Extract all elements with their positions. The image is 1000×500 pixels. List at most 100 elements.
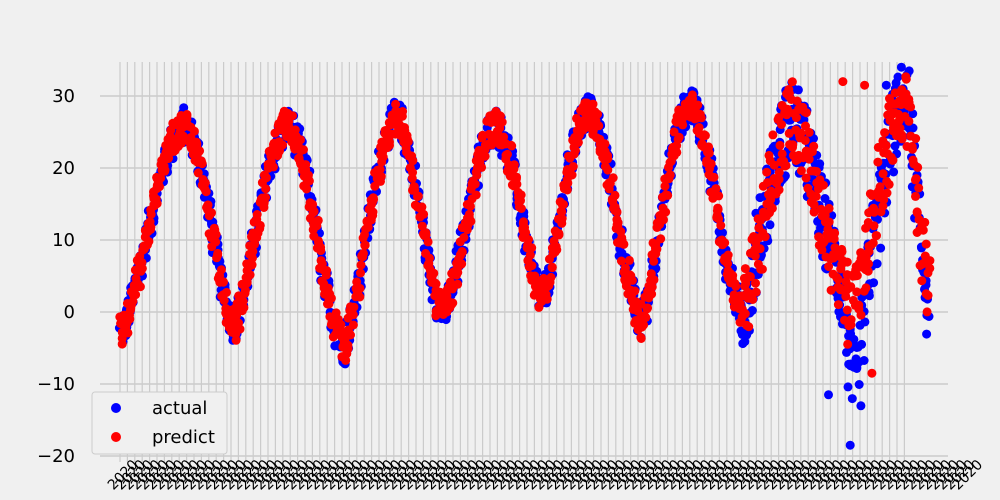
data-point-predict	[800, 136, 810, 145]
data-point-predict	[200, 178, 210, 188]
data-point-predict	[144, 237, 154, 246]
data-point-predict	[313, 215, 323, 225]
data-point-predict	[465, 201, 475, 211]
data-point-predict	[288, 111, 297, 121]
data-point-predict	[423, 237, 433, 247]
data-point-predict	[920, 217, 930, 227]
data-point-predict	[239, 303, 249, 313]
data-point-predict	[830, 228, 840, 238]
data-point-predict	[792, 96, 802, 106]
legend-marker-actual	[111, 403, 121, 413]
data-point-predict	[348, 320, 358, 330]
data-point-actual	[889, 167, 899, 177]
data-point-predict	[777, 149, 787, 159]
data-point-actual	[859, 356, 869, 365]
data-point-predict	[464, 209, 474, 219]
data-point-predict	[527, 261, 537, 271]
data-point-predict	[817, 245, 827, 255]
data-point-predict	[321, 270, 331, 280]
data-point-predict	[156, 173, 166, 183]
data-point-predict	[873, 157, 883, 167]
data-point-predict	[796, 128, 806, 138]
data-point-predict	[812, 167, 822, 176]
data-point-predict	[471, 190, 481, 200]
data-point-predict	[881, 140, 891, 150]
data-point-predict	[923, 290, 933, 300]
data-point-predict	[911, 174, 921, 184]
data-point-actual	[896, 62, 906, 72]
data-point-predict	[762, 167, 772, 177]
data-point-predict	[344, 328, 354, 338]
data-point-predict	[714, 191, 724, 201]
series-predict	[115, 72, 935, 378]
data-point-predict	[882, 188, 892, 198]
data-point-predict	[408, 167, 418, 177]
data-point-predict	[355, 283, 365, 293]
data-point-predict	[421, 230, 431, 240]
y-gridlines	[100, 95, 948, 457]
data-point-predict	[152, 199, 162, 209]
data-point-predict	[470, 179, 480, 189]
data-point-predict	[659, 215, 668, 225]
data-point-predict	[261, 193, 270, 202]
data-point-predict	[240, 289, 250, 298]
data-point-predict	[509, 164, 519, 174]
data-point-predict	[709, 172, 719, 182]
data-point-actual	[816, 223, 825, 233]
data-point-predict	[630, 286, 640, 296]
data-point-actual	[854, 380, 864, 389]
data-point-predict	[608, 173, 618, 183]
data-point-predict	[554, 228, 564, 238]
data-point-predict	[791, 113, 801, 123]
data-point-predict	[867, 368, 877, 378]
data-point-predict	[146, 222, 156, 232]
data-point-predict	[782, 110, 792, 120]
data-point-predict	[211, 237, 221, 247]
data-point-predict	[616, 256, 626, 266]
data-point-predict	[922, 307, 932, 317]
data-point-predict	[636, 299, 646, 309]
data-point-predict	[570, 145, 580, 155]
data-point-predict	[921, 239, 931, 249]
y-tick-label: −10	[37, 374, 75, 395]
data-point-predict	[255, 220, 265, 230]
data-point-predict	[567, 170, 577, 180]
data-point-predict	[391, 99, 401, 109]
data-point-predict	[687, 90, 697, 100]
data-point-actual	[908, 109, 918, 119]
data-point-predict	[136, 266, 146, 276]
data-point-predict	[713, 205, 723, 215]
data-point-predict	[355, 292, 365, 302]
data-point-predict	[193, 168, 203, 178]
data-point-predict	[231, 335, 241, 345]
data-point-predict	[731, 281, 741, 291]
data-point-predict	[261, 184, 271, 194]
legend-marker-predict	[111, 432, 121, 442]
data-point-predict	[879, 195, 889, 205]
data-point-predict	[904, 116, 914, 126]
data-point-predict	[163, 154, 173, 164]
data-point-predict	[641, 313, 651, 322]
data-point-predict	[507, 141, 517, 151]
data-point-predict	[639, 320, 649, 330]
data-point-predict	[694, 123, 704, 132]
data-point-predict	[417, 202, 427, 212]
data-point-predict	[774, 174, 784, 184]
data-point-predict	[299, 145, 308, 155]
data-point-predict	[660, 181, 670, 191]
data-point-predict	[665, 170, 675, 180]
data-point-actual	[908, 123, 918, 133]
data-point-predict	[541, 290, 551, 299]
data-point-predict	[854, 300, 864, 310]
data-point-predict	[128, 297, 138, 306]
data-point-predict	[336, 320, 346, 330]
data-point-predict	[459, 233, 469, 242]
data-point-predict	[846, 315, 856, 325]
data-point-predict	[301, 160, 311, 170]
data-point-predict	[123, 328, 133, 338]
data-point-predict	[270, 128, 280, 138]
data-point-predict	[757, 264, 767, 274]
data-point-predict	[751, 278, 760, 288]
data-point-predict	[210, 230, 220, 240]
data-point-predict	[720, 238, 730, 248]
